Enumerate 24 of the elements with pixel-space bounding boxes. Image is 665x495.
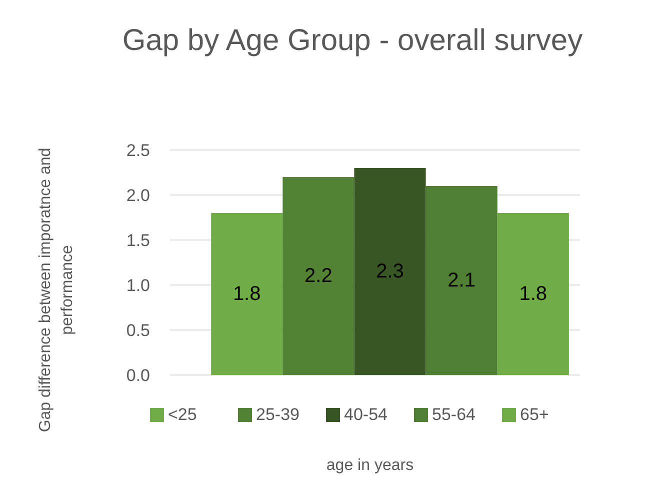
legend-label: 40-54 [344,405,388,424]
y-tick-label: 2.0 [126,186,150,205]
legend-label: 65+ [520,405,549,424]
bar [282,177,354,375]
legend-label: 55-64 [432,405,476,424]
y-tick-label: 2.5 [126,141,150,160]
data-label: 1.8 [519,283,548,305]
legend-label: <25 [168,405,197,424]
y-tick-label: 1.5 [126,231,150,250]
y-tick-label: 1.0 [126,276,150,295]
chart-title: Gap by Age Group - overall survey [122,24,583,57]
y-tick-label: 0.5 [126,321,150,340]
bar [426,186,498,375]
legend-label: 25-39 [256,405,300,424]
data-label: 2.1 [448,270,476,292]
y-tick-label: 0.0 [126,366,150,385]
bar [354,168,426,375]
data-label: 2.2 [304,265,332,287]
bar [211,213,283,375]
data-label: 1.8 [232,283,261,305]
y-axis-title: Gap difference between imporatnce and performance [37,148,76,432]
data-label: 2.3 [376,260,404,282]
bar [497,213,569,375]
x-axis-title: age in years [326,457,414,474]
